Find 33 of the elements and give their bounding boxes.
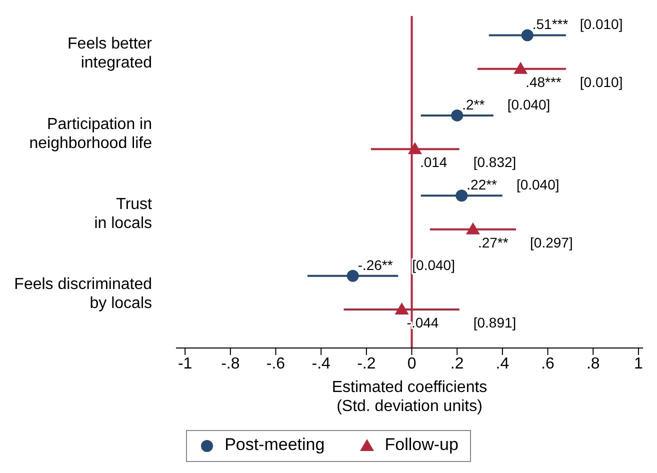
y-tick-label: Trust in locals: [94, 196, 153, 232]
x-tick-label: .2: [450, 355, 464, 372]
annotation: [0.297]: [530, 234, 573, 250]
x-tick-label: -.4: [312, 355, 331, 372]
legend-label: Follow-up: [384, 435, 458, 455]
data-label: .27**: [478, 234, 509, 250]
x-axis-title: Estimated coefficients (Std. deviation units): [332, 379, 488, 415]
annotation: [0.010]: [580, 74, 623, 90]
x-tick-label: -.2: [357, 355, 376, 372]
x-tick-label: -.6: [266, 355, 286, 372]
data-label: .22**: [466, 176, 498, 193]
annotation: [0.832]: [473, 154, 516, 170]
legend-label: Post-meeting: [224, 435, 325, 455]
annotation: [0.040]: [507, 96, 550, 112]
x-tick-label: 1: [634, 355, 644, 372]
x-tick-label: .4: [496, 355, 510, 372]
data-label: .014: [420, 154, 448, 170]
data-label: .2**: [462, 96, 486, 112]
data-label: .48***: [526, 74, 562, 90]
annotation: [0.891]: [473, 314, 516, 331]
annotation: [0.010]: [580, 16, 623, 32]
annotation: [0.040]: [412, 256, 455, 273]
x-tick-label: 0: [407, 355, 416, 372]
data-label: -.26**: [358, 256, 394, 273]
x-tick-label: .8: [586, 355, 600, 372]
y-tick-label: Participation in neighborhood life: [29, 116, 152, 152]
y-tick-label: Feels discriminated by locals: [14, 276, 152, 312]
x-tick-label: -1: [178, 355, 192, 372]
data-label: .51***: [532, 16, 569, 32]
annotation: [0.040]: [516, 176, 560, 193]
x-tick-label: .6: [541, 355, 555, 372]
x-tick-label: -.8: [221, 355, 240, 372]
y-tick-label: Feels better integrated: [68, 36, 153, 72]
